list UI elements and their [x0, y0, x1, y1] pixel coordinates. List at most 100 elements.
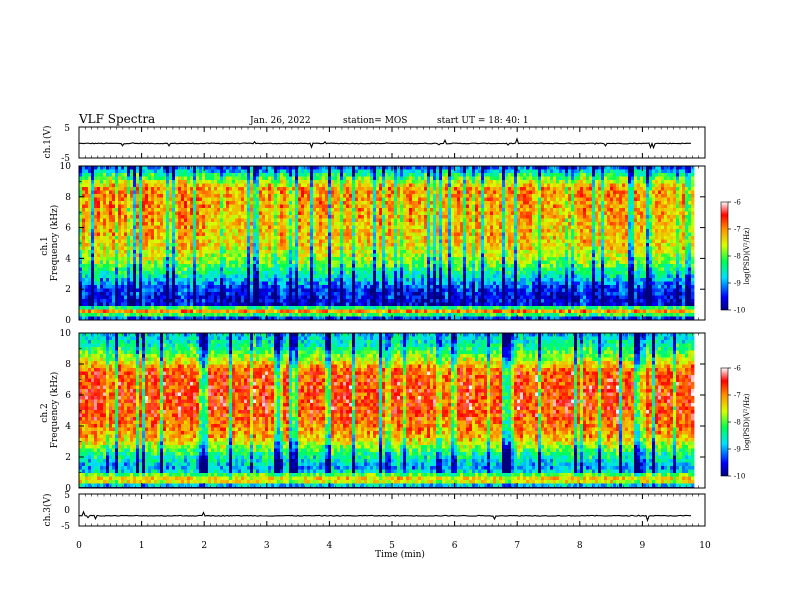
spectrogram-cell	[85, 190, 89, 195]
spectrogram-cell	[304, 253, 308, 258]
spectrogram-cell	[313, 306, 317, 310]
spectrogram-cell	[151, 166, 155, 170]
spectrogram-cell	[376, 225, 380, 230]
spectrogram-cell	[379, 316, 383, 320]
spectrogram-cell	[220, 222, 224, 226]
spectrogram-cell	[304, 306, 308, 310]
spectrogram-cell	[193, 218, 197, 223]
spectrogram-cell	[91, 232, 95, 237]
spectrogram-cell	[229, 281, 233, 286]
spectrogram-cell	[400, 292, 404, 296]
spectrogram-cell	[352, 173, 356, 177]
spectrogram-cell	[139, 246, 143, 251]
spectrogram-cell	[331, 239, 335, 244]
spectrogram-cell	[388, 281, 392, 286]
spectrogram-cell	[160, 239, 164, 244]
spectrogram-cell	[208, 288, 212, 293]
spectrogram-cell	[112, 173, 116, 177]
spectrogram-cell	[391, 180, 395, 184]
spectrogram-cell	[385, 166, 389, 170]
spectrogram-cell	[94, 316, 98, 320]
spectrogram-cell	[94, 253, 98, 258]
spectrogram-cell	[142, 243, 146, 247]
spectrogram-cell	[160, 169, 164, 174]
spectrogram-cell	[397, 236, 401, 240]
spectrogram-cell	[331, 295, 335, 300]
spectrogram-cell	[355, 176, 359, 181]
spectrogram-cell	[373, 250, 377, 254]
spectrogram-cell	[217, 313, 221, 317]
spectrogram-cell	[100, 232, 104, 237]
spectrogram-cell	[391, 278, 395, 282]
spectrogram-cell	[238, 215, 242, 219]
spectrogram-cell	[193, 271, 197, 275]
spectrogram-cell	[370, 201, 374, 205]
spectrogram-cell	[169, 204, 173, 209]
spectrogram-cell	[157, 208, 161, 212]
spectrogram-cell	[217, 316, 221, 320]
spectrogram-cell	[136, 281, 140, 286]
spectrogram-cell	[310, 215, 314, 219]
spectrogram-cell	[127, 236, 131, 240]
spectrogram-cell	[394, 267, 398, 272]
spectrogram-cell	[238, 197, 242, 202]
spectrogram-cell	[175, 271, 179, 275]
spectrogram-cell	[343, 306, 347, 310]
spectrogram-cell	[259, 288, 263, 293]
spectrogram-cell	[310, 169, 314, 174]
spectrogram-cell	[322, 250, 326, 254]
spectrogram-cell	[85, 267, 89, 272]
spectrogram-cell	[124, 250, 128, 254]
spectrogram-cell	[97, 222, 101, 226]
spectrogram-cell	[292, 197, 296, 202]
spectrogram-cell	[220, 180, 224, 184]
spectrogram-cell	[118, 243, 122, 247]
spectrogram-cell	[91, 183, 95, 188]
spectrogram-cell	[259, 271, 263, 275]
spectrogram-cell	[391, 309, 395, 314]
spectrogram-cell	[397, 208, 401, 212]
spectrogram-cell	[316, 194, 320, 198]
spectrogram-cell	[340, 246, 344, 251]
spectrogram-cell	[166, 211, 170, 216]
spectrogram-cell	[364, 260, 368, 265]
spectrogram-cell	[373, 208, 377, 212]
spectrogram-cell	[382, 201, 386, 205]
spectrogram-cell	[274, 197, 278, 202]
spectrogram-cell	[376, 215, 380, 219]
spectrogram-cell	[235, 218, 239, 223]
spectrogram-cell	[271, 274, 275, 279]
spectrogram-cell	[82, 260, 86, 265]
spectrogram-cell	[304, 169, 308, 174]
spectrogram-cell	[193, 180, 197, 184]
spectrogram-cell	[88, 197, 92, 202]
spectrogram-cell	[88, 204, 92, 209]
spectrogram-cell	[226, 229, 230, 233]
spectrogram-cell	[166, 264, 170, 268]
spectrogram-cell	[322, 288, 326, 293]
spectrogram-cell	[253, 306, 257, 310]
spectrogram-cell	[175, 288, 179, 293]
spectrogram-cell	[232, 309, 236, 314]
spectrogram-cell	[370, 169, 374, 174]
spectrogram-cell	[154, 225, 158, 230]
spectrogram-cell	[268, 274, 272, 279]
spectrogram-cell	[142, 295, 146, 300]
spectrogram-cell	[349, 187, 353, 191]
spectrogram-cell	[136, 204, 140, 209]
spectrogram-cell	[166, 306, 170, 310]
spectrogram-cell	[268, 246, 272, 251]
spectrogram-cell	[349, 204, 353, 209]
spectrogram-cell	[190, 281, 194, 286]
spectrogram-cell	[208, 271, 212, 275]
spectrogram-cell	[106, 260, 110, 265]
spectrogram-cell	[145, 292, 149, 296]
spectrogram-cell	[349, 222, 353, 226]
spectrogram-cell	[211, 173, 215, 177]
spectrogram-cell	[253, 271, 257, 275]
spectrogram-cell	[106, 274, 110, 279]
spectrogram-cell	[253, 204, 257, 209]
spectrogram-cell	[229, 306, 233, 310]
spectrogram-cell	[97, 313, 101, 317]
spectrogram-cell	[352, 211, 356, 216]
